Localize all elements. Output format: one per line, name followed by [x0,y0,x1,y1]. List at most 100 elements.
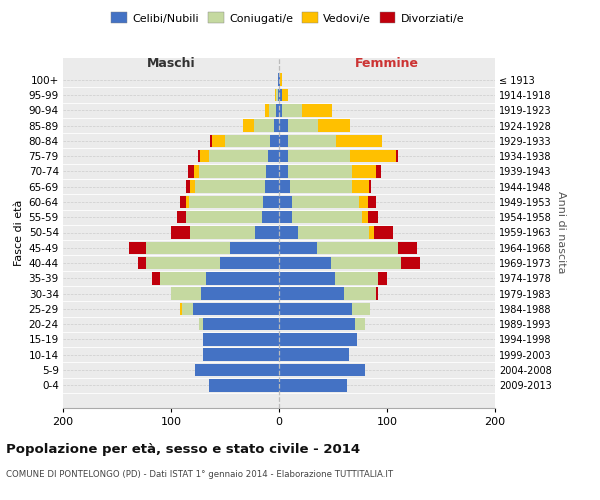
Bar [279,180,290,193]
Bar [263,196,279,208]
Bar [279,364,365,376]
Bar [210,134,212,147]
Bar [190,180,195,193]
Bar [146,257,220,270]
Bar [318,120,350,132]
Bar [274,120,279,132]
Bar [279,196,292,208]
Bar [282,104,302,117]
Bar [279,104,282,117]
Bar [368,196,376,208]
Bar [190,196,263,208]
Bar [278,88,279,101]
Bar [278,74,279,86]
Bar [220,257,279,270]
Bar [355,318,365,330]
Bar [178,211,186,224]
Bar [290,180,352,193]
Bar [186,211,262,224]
Bar [193,302,279,315]
Bar [195,364,279,376]
Bar [255,226,279,239]
Bar [279,88,282,101]
Bar [282,88,287,101]
Bar [287,165,352,177]
Bar [230,242,279,254]
Bar [279,165,287,177]
Bar [350,150,395,162]
Bar [368,211,379,224]
Bar [146,242,230,254]
Bar [262,211,279,224]
Bar [352,302,370,315]
Bar [336,134,382,147]
Bar [376,165,380,177]
Text: Maschi: Maschi [146,56,196,70]
Bar [279,288,344,300]
Bar [244,120,254,132]
Bar [279,150,287,162]
Y-axis label: Anni di nascita: Anni di nascita [556,191,566,274]
Bar [335,272,379,284]
Bar [374,226,394,239]
Bar [317,242,398,254]
Bar [265,180,279,193]
Bar [287,120,318,132]
Bar [368,180,371,193]
Bar [287,150,350,162]
Bar [160,272,206,284]
Bar [276,88,278,101]
Bar [209,150,268,162]
Bar [171,288,201,300]
Text: Femmine: Femmine [355,56,419,70]
Bar [225,134,271,147]
Bar [279,134,287,147]
Bar [395,150,398,162]
Y-axis label: Fasce di età: Fasce di età [14,200,25,266]
Bar [152,272,160,284]
Bar [279,257,331,270]
Bar [203,348,279,361]
Bar [266,165,279,177]
Bar [298,226,368,239]
Bar [186,196,190,208]
Bar [368,226,374,239]
Bar [265,104,269,117]
Bar [279,302,352,315]
Bar [171,226,190,239]
Bar [276,104,279,117]
Bar [271,134,279,147]
Bar [331,257,401,270]
Text: COMUNE DI PONTELONGO (PD) - Dati ISTAT 1° gennaio 2014 - Elaborazione TUTTITALIA: COMUNE DI PONTELONGO (PD) - Dati ISTAT 1… [6,470,393,479]
Bar [279,211,292,224]
Bar [352,180,368,193]
Bar [359,196,368,208]
Bar [188,165,194,177]
Bar [254,120,274,132]
Bar [195,180,265,193]
Bar [279,226,298,239]
Bar [280,74,282,86]
Bar [279,348,349,361]
Bar [201,288,279,300]
Bar [199,165,266,177]
Bar [344,288,376,300]
Bar [292,196,359,208]
Bar [179,302,182,315]
Bar [198,150,200,162]
Bar [137,257,146,270]
Bar [179,196,186,208]
Bar [287,134,336,147]
Bar [279,333,357,345]
Bar [362,211,368,224]
Bar [182,302,193,315]
Bar [200,150,209,162]
Bar [292,211,362,224]
Text: Popolazione per età, sesso e stato civile - 2014: Popolazione per età, sesso e stato civil… [6,442,360,456]
Bar [398,242,417,254]
Bar [379,272,387,284]
Bar [279,318,355,330]
Bar [279,120,287,132]
Bar [269,104,276,117]
Bar [212,134,225,147]
